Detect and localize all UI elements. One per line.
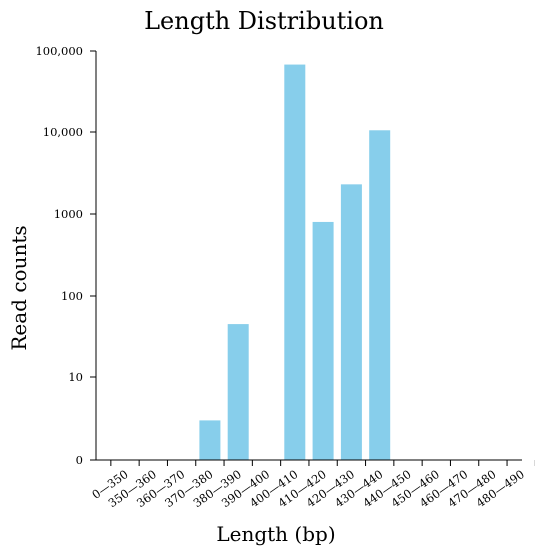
- bar: [284, 64, 306, 461]
- x-axis-ticks: 0—350350—360360—370370—380380—390390—400…: [89, 460, 535, 510]
- bars-group: [199, 64, 391, 461]
- y-tick-label: 0: [76, 453, 83, 467]
- y-tick-label: 1000: [54, 207, 83, 221]
- bar: [369, 130, 391, 460]
- bar: [340, 184, 362, 460]
- y-tick-label: 10: [68, 370, 83, 384]
- bar: [199, 420, 221, 460]
- bar: [312, 221, 334, 460]
- y-tick-label: 10,000: [43, 125, 83, 139]
- y-axis-title: Read counts: [7, 225, 31, 350]
- chart-title: Length Distribution: [144, 7, 384, 35]
- y-axis-ticks: 0 10 100 1000 10,000 100,000: [35, 44, 96, 467]
- y-tick-label: 100,000: [35, 44, 83, 58]
- x-axis-title: Length (bp): [216, 522, 335, 546]
- y-tick-label: 100: [61, 289, 83, 303]
- bar: [227, 324, 249, 460]
